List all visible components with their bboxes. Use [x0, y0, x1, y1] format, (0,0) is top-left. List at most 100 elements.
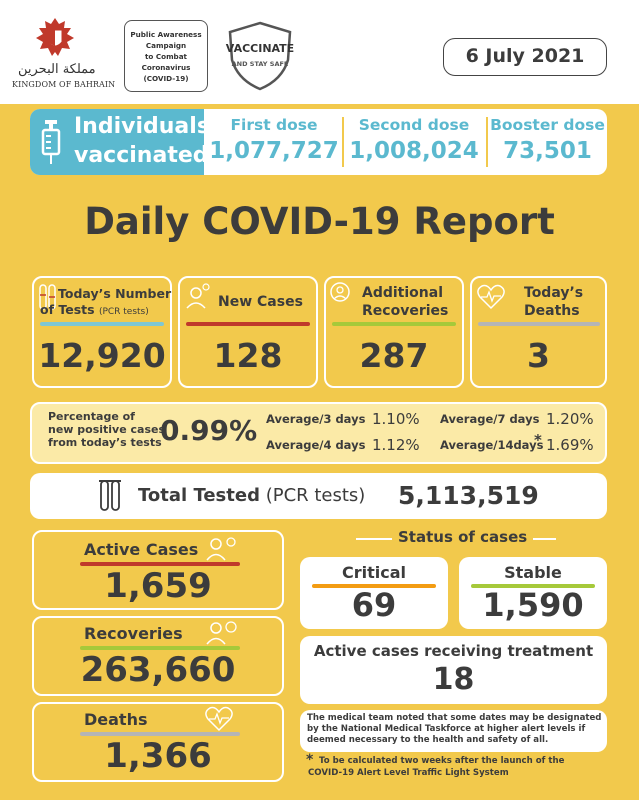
deaths-bar [478, 322, 600, 326]
vaccinated-label: Individuals [74, 114, 210, 139]
avg7-label: Average/7 days [440, 412, 540, 426]
heart-pulse-icon [477, 284, 505, 310]
first-dose-value: 1,077,727 [209, 138, 339, 164]
new-cases-value: 128 [213, 336, 283, 375]
vaccinate-title: VACCINATE [225, 42, 295, 55]
recoveries-label: Additional [362, 285, 443, 301]
medical-note-line: deemed necessary to the health and safet… [307, 735, 549, 745]
footnote-star: * [306, 752, 314, 768]
brand-english: KINGDOM OF BAHRAIN [12, 80, 116, 89]
tests-label-note: (PCR tests) [98, 307, 149, 317]
avg4-value: 1.12% [372, 436, 420, 454]
tests-label: Today’s Number [58, 286, 172, 301]
critical-value: 69 [351, 586, 397, 624]
positivity-label: new positive cases [48, 423, 166, 436]
critical-bar [312, 584, 436, 588]
total-tested-label-note: (PCR tests) [265, 485, 366, 506]
stable-bar [471, 584, 595, 588]
total-recoveries-bar [80, 646, 240, 650]
medical-note-line: The medical team noted that some dates m… [307, 713, 602, 723]
avg3-label: Average/3 days [266, 412, 366, 426]
critical-card [300, 557, 448, 629]
positivity-panel [30, 402, 607, 464]
total-tested-label: Total Tested (PCR tests) [138, 485, 365, 506]
medical-note-line: by the National Medical Taskforce at hig… [307, 724, 586, 734]
tests-label-text: of Tests [40, 302, 95, 317]
vaccinate-subtitle: AND STAY SAFE [231, 60, 289, 68]
avg14-value: 1.69% [546, 436, 594, 454]
avg3-value: 1.10% [372, 410, 420, 428]
header [0, 0, 639, 104]
recovery-icon [330, 282, 350, 302]
total-tested-value: 5,113,519 [398, 481, 539, 510]
campaign-line: Campaign [145, 41, 187, 50]
total-tested-panel [30, 473, 607, 519]
campaign-line: (COVID-19) [143, 74, 189, 83]
footnote-line: To be calculated two weeks after the lau… [319, 756, 565, 766]
recoveries-bar [332, 322, 456, 326]
avg14-label: Average/14days [440, 438, 544, 452]
stable-card [459, 557, 607, 629]
new-cases-bar [186, 322, 310, 326]
first-dose-label: First dose [230, 116, 318, 134]
tests-label: of Tests (PCR tests) [40, 302, 149, 317]
medical-note-card [300, 710, 607, 752]
brand-arabic: مملكة البحرين [18, 62, 96, 77]
stable-label: Stable [504, 563, 562, 582]
active-cases-bar [80, 562, 240, 566]
bahrain-emblem-icon [36, 18, 74, 56]
positivity-label: Percentage of [48, 410, 135, 423]
vaccinated-label: vaccinated [74, 143, 209, 168]
positivity-label: from today’s tests [48, 436, 162, 449]
campaign-line: Coronavirus [141, 63, 191, 72]
syringe-icon [41, 120, 61, 164]
footnote-line: COVID-19 Alert Level Traffic Light Syste… [308, 768, 509, 778]
shield-icon [228, 21, 292, 91]
booster-dose-label: Booster dose [490, 116, 605, 134]
treatment-value: 18 [432, 662, 475, 697]
avg7-value: 1.20% [546, 410, 594, 428]
total-deaths-value: 1,366 [104, 736, 212, 776]
status-heading: Status of cases [392, 528, 534, 546]
campaign-badge: Public Awareness Campaign to Combat Coro… [124, 20, 208, 92]
deaths-value: 3 [527, 336, 550, 375]
active-cases-card [32, 530, 284, 610]
campaign-line: Public Awareness [130, 30, 202, 39]
total-deaths-card [32, 702, 284, 782]
stable-value: 1,590 [482, 586, 584, 624]
total-tested-label-bold: Total Tested [138, 485, 260, 506]
recoveries-card [324, 276, 464, 388]
deaths-label: Today’s [524, 285, 584, 301]
test-tubes-icon [99, 480, 121, 511]
total-recoveries-card [32, 616, 284, 696]
report-date: 6 July 2021 [443, 38, 607, 76]
recoveries-label: Recoveries [362, 303, 449, 319]
avg4-label: Average/4 days [266, 438, 366, 452]
second-dose-label: Second dose [358, 116, 470, 134]
tests-bar [40, 322, 164, 326]
deaths-label: Deaths [524, 303, 580, 319]
treatment-card [300, 636, 607, 704]
new-cases-card [178, 276, 318, 388]
active-cases-label: Active Cases [84, 540, 199, 559]
positivity-value: 0.99% [160, 414, 258, 447]
avg14-star: * [534, 431, 542, 449]
deaths-card [470, 276, 607, 388]
tests-value: 12,920 [38, 336, 166, 375]
tests-card [32, 276, 172, 388]
critical-label: Critical [341, 563, 406, 582]
test-tubes-icon [39, 284, 56, 310]
new-cases-label: New Cases [218, 294, 303, 310]
divider [342, 117, 344, 167]
total-deaths-label: Deaths [84, 710, 148, 729]
campaign-line: to Combat [144, 52, 187, 61]
active-cases-value: 1,659 [104, 566, 212, 606]
report-title: Daily COVID-19 Report [84, 200, 555, 243]
heart-pulse-icon [205, 706, 233, 732]
divider [486, 117, 488, 167]
person-virus-icon [186, 283, 210, 309]
total-deaths-bar [80, 732, 240, 736]
booster-dose-value: 73,501 [503, 138, 592, 164]
second-dose-value: 1,008,024 [349, 138, 479, 164]
total-recoveries-value: 263,660 [80, 650, 236, 690]
